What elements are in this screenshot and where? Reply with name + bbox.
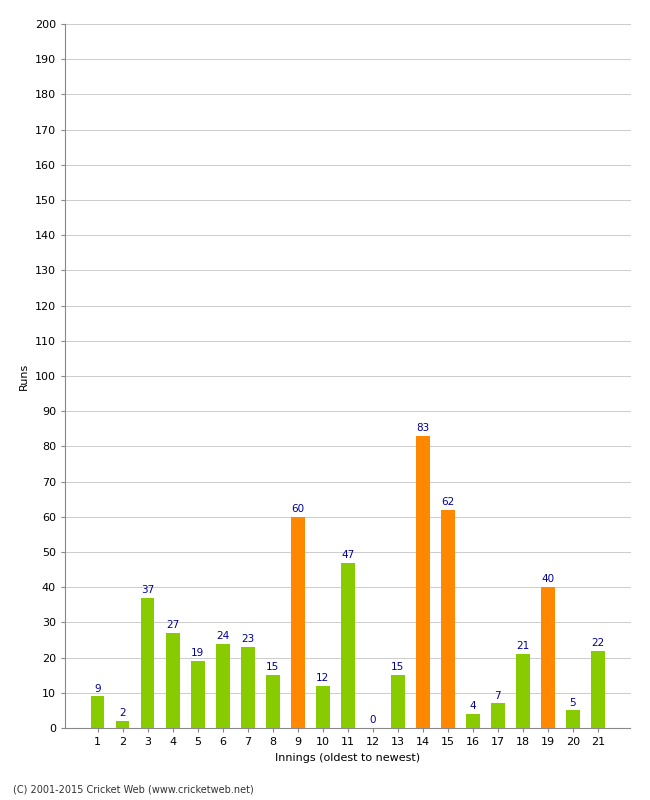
Text: 7: 7 [495, 690, 501, 701]
Bar [316, 686, 330, 728]
Bar [441, 510, 455, 728]
Text: 15: 15 [391, 662, 404, 672]
Bar [516, 654, 530, 728]
Text: 27: 27 [166, 620, 179, 630]
X-axis label: Innings (oldest to newest): Innings (oldest to newest) [275, 753, 421, 762]
Text: 0: 0 [369, 715, 376, 725]
Text: 2: 2 [120, 708, 126, 718]
Text: 19: 19 [191, 648, 204, 658]
Text: 83: 83 [416, 423, 430, 433]
Bar [491, 703, 505, 728]
Bar [216, 643, 229, 728]
Bar [91, 696, 105, 728]
Y-axis label: Runs: Runs [20, 362, 29, 390]
Bar [541, 587, 554, 728]
Text: (C) 2001-2015 Cricket Web (www.cricketweb.net): (C) 2001-2015 Cricket Web (www.cricketwe… [13, 784, 254, 794]
Bar [566, 710, 580, 728]
Text: 24: 24 [216, 630, 229, 641]
Bar [591, 650, 604, 728]
Text: 21: 21 [516, 642, 530, 651]
Bar [266, 675, 280, 728]
Text: 12: 12 [316, 673, 330, 683]
Text: 47: 47 [341, 550, 354, 560]
Bar [416, 436, 430, 728]
Text: 60: 60 [291, 504, 304, 514]
Bar [240, 647, 255, 728]
Bar [141, 598, 155, 728]
Bar [291, 517, 305, 728]
Text: 62: 62 [441, 497, 454, 507]
Text: 40: 40 [541, 574, 554, 584]
Bar [190, 661, 205, 728]
Text: 5: 5 [569, 698, 576, 707]
Bar [116, 721, 129, 728]
Text: 4: 4 [469, 701, 476, 711]
Text: 22: 22 [592, 638, 604, 648]
Text: 37: 37 [141, 585, 154, 595]
Bar [391, 675, 405, 728]
Bar [166, 633, 179, 728]
Text: 23: 23 [241, 634, 254, 644]
Bar [341, 562, 355, 728]
Text: 15: 15 [266, 662, 280, 672]
Text: 9: 9 [94, 683, 101, 694]
Bar [466, 714, 480, 728]
